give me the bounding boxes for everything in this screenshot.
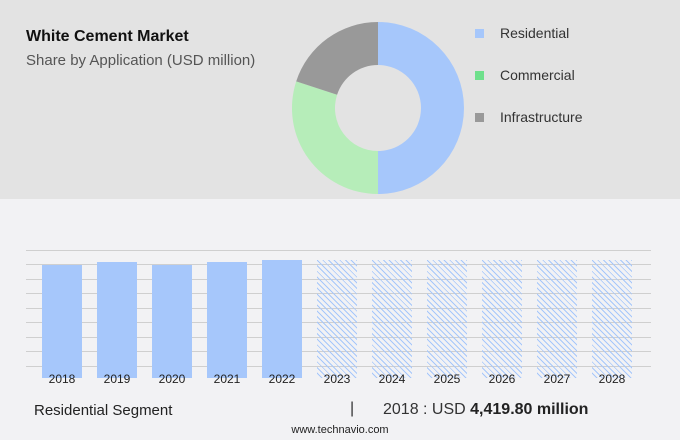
legend-item-residential: Residential (475, 12, 582, 54)
donut-slice-residential (378, 22, 464, 194)
donut-slice-commercial (292, 81, 378, 194)
x-tick-label: 2027 (543, 372, 571, 386)
legend-label: Residential (500, 25, 570, 41)
donut-slice-infrastructure (296, 22, 378, 95)
bar-2020 (152, 265, 192, 378)
bar-chart (26, 250, 651, 378)
bar-2027-forecast (537, 260, 577, 378)
legend-swatch-icon (475, 70, 484, 80)
legend-swatch-icon (475, 112, 484, 122)
x-tick-label: 2018 (48, 372, 76, 386)
x-tick-label: 2019 (103, 372, 131, 386)
bar-2024-forecast (372, 260, 412, 378)
legend-label: Commercial (500, 67, 575, 83)
gridline (26, 250, 651, 251)
legend: Residential Commercial Infrastructure (475, 12, 582, 138)
bar-2019 (97, 262, 137, 378)
value-amount: 4,419.80 million (470, 401, 589, 418)
x-tick-label: 2023 (323, 372, 351, 386)
segment-value: 2018 : USD 4,419.80 million (383, 401, 588, 419)
bar-2018 (42, 265, 82, 378)
bar-2025-forecast (427, 260, 467, 378)
bar-2022 (262, 260, 302, 378)
donut-chart (292, 22, 464, 194)
x-tick-label: 2021 (213, 372, 241, 386)
x-tick-label: 2028 (598, 372, 626, 386)
legend-swatch-icon (475, 28, 484, 38)
chart-subtitle: Share by Application (USD million) (26, 52, 256, 69)
x-tick-label: 2022 (268, 372, 296, 386)
x-tick-label: 2020 (158, 372, 186, 386)
x-tick-label: 2025 (433, 372, 461, 386)
x-tick-label: 2026 (488, 372, 516, 386)
bar-2023-forecast (317, 260, 357, 378)
legend-item-commercial: Commercial (475, 54, 582, 96)
footer-separator: | (350, 400, 355, 417)
x-tick-label: 2024 (378, 372, 406, 386)
bar-2026-forecast (482, 260, 522, 378)
source-url: www.technavio.com (291, 424, 389, 436)
bar-2021 (207, 262, 247, 378)
year-label: 2018 : USD (383, 401, 471, 418)
segment-label: Residential Segment (34, 402, 173, 419)
bar-2028-forecast (592, 260, 632, 378)
legend-item-infrastructure: Infrastructure (475, 96, 582, 138)
chart-title: White Cement Market (26, 28, 189, 45)
legend-label: Infrastructure (500, 109, 583, 125)
